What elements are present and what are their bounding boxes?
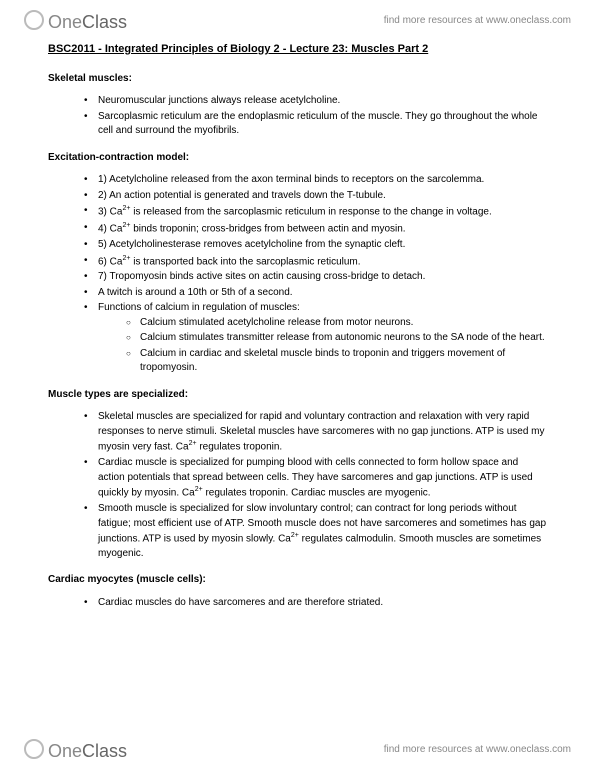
bullet-list: Skeletal muscles are specialized for rap… [48,410,547,561]
page-title: BSC2011 - Integrated Principles of Biolo… [48,42,547,58]
bullet-list: Cardiac muscles do have sarcomeres and a… [48,596,547,611]
footer-bar: One Class find more resources at www.one… [0,729,595,770]
list-item: Skeletal muscles are specialized for rap… [84,410,547,455]
resources-link[interactable]: find more resources at www.oneclass.com [384,15,571,26]
document-content: BSC2011 - Integrated Principles of Biolo… [48,42,547,728]
resources-link-footer[interactable]: find more resources at www.oneclass.com [384,744,571,755]
sections-container: Skeletal muscles: Neuromuscular junctions… [48,72,547,610]
brand-logo-footer: One Class [24,737,127,762]
list-item: Calcium stimulated acetylcholine release… [126,316,547,331]
circle-icon [24,739,44,759]
list-item: 3) Ca2+ is released from the sarcoplasmi… [84,204,547,220]
list-item: Sarcoplasmic reticulum are the endoplasm… [84,110,547,139]
list-item: Calcium in cardiac and skeletal muscle b… [126,347,547,376]
list-item: Cardiac muscle is specialized for pumpin… [84,456,547,501]
section-heading: Skeletal muscles: [48,72,547,87]
list-item: 6) Ca2+ is transported back into the sar… [84,254,547,270]
section-heading: Cardiac myocytes (muscle cells): [48,573,547,588]
list-item: 7) Tropomyosin binds active sites on act… [84,270,547,285]
brand-one: One [48,12,82,33]
list-item: Calcium stimulates transmitter release f… [126,331,547,346]
list-item: A twitch is around a 10th or 5th of a se… [84,286,547,301]
list-item: Cardiac muscles do have sarcomeres and a… [84,596,547,611]
list-item: Functions of calcium in regulation of mu… [84,301,547,376]
header-bar: One Class find more resources at www.one… [0,0,595,41]
list-item: 1) Acetylcholine released from the axon … [84,173,547,188]
brand-one-footer: One [48,741,82,762]
list-item: 2) An action potential is generated and … [84,189,547,204]
section-heading: Excitation-contraction model: [48,151,547,166]
bullet-list: Neuromuscular junctions always release a… [48,94,547,139]
bullet-list: Calcium stimulated acetylcholine release… [98,316,547,376]
section-heading: Muscle types are specialized: [48,388,547,403]
list-item: Neuromuscular junctions always release a… [84,94,547,109]
bullet-list: 1) Acetylcholine released from the axon … [48,173,547,375]
brand-class-footer: Class [82,741,127,762]
circle-icon [24,10,44,30]
list-item: Smooth muscle is specialized for slow in… [84,502,547,561]
brand-class: Class [82,12,127,33]
list-item: 4) Ca2+ binds troponin; cross-bridges fr… [84,221,547,237]
list-item: 5) Acetylcholinesterase removes acetylch… [84,238,547,253]
brand-logo: One Class [24,8,127,33]
